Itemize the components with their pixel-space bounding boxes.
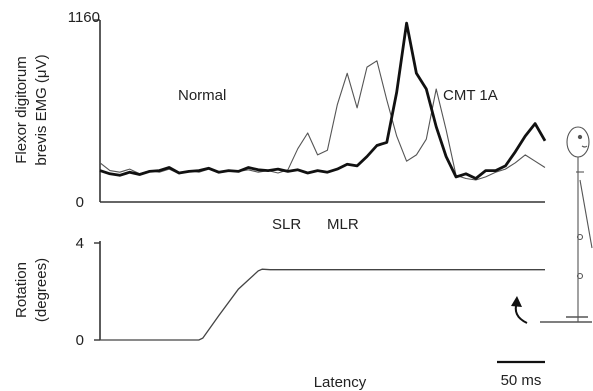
rotation-ylabel-line2: (degrees)	[33, 258, 50, 322]
scale-bar-label: 50 ms	[501, 372, 542, 389]
rotation-panel: Rotation (degrees) 4 0 Latency 50 ms	[13, 235, 545, 391]
rotation-series-line	[100, 268, 545, 341]
emg-series-cmt1a-line	[99, 21, 547, 180]
annotation-cmt1a: CMT 1A	[443, 87, 498, 104]
rotation-tick-label-top: 4	[76, 235, 84, 252]
emg-panel: Flexor digitorum brevis EMG (μV) 1160 0 …	[13, 9, 547, 233]
annotation-normal: Normal	[178, 87, 226, 104]
emg-ylabel: Flexor digitorum brevis EMG (μV)	[13, 54, 50, 165]
annotation-mlr: MLR	[327, 216, 359, 233]
emg-ylabel-line1: Flexor digitorum	[13, 56, 30, 164]
emg-tick-label-zero: 0	[76, 194, 84, 211]
rotation-ylabel: Rotation (degrees)	[13, 258, 50, 322]
stick-figure-icon	[540, 126, 593, 323]
x-axis-label-latency: Latency	[314, 374, 367, 391]
annotation-slr: SLR	[272, 216, 301, 233]
emg-series-normal-line	[99, 60, 546, 181]
rotation-arrow-icon	[511, 296, 528, 324]
emg-ylabel-line2: brevis EMG (μV)	[33, 54, 50, 165]
rotation-ylabel-line1: Rotation	[13, 262, 30, 318]
emg-tick-label-top: 1160	[68, 9, 100, 26]
rotation-tick-label-zero: 0	[76, 332, 84, 349]
